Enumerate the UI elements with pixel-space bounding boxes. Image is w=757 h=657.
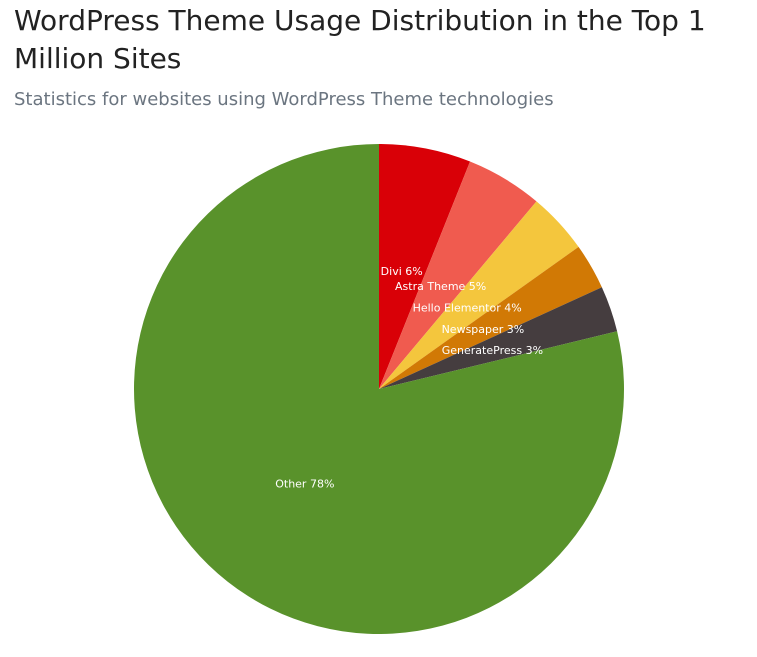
pie-slice-other: [133, 144, 624, 634]
pie-slice-generatepress: [379, 287, 618, 389]
slice-label: Other 78%: [275, 477, 334, 490]
chart-subtitle: Statistics for websites using WordPress …: [14, 89, 554, 110]
slice-label: Astra Theme 5%: [395, 280, 486, 293]
slice-label: Hello Elementor 4%: [413, 302, 522, 315]
slice-label: GeneratePress 3%: [442, 344, 543, 357]
pie-slice-hello-elementor: [379, 201, 579, 389]
pie-slice-astra-theme: [379, 161, 537, 389]
pie-slice-divi: [379, 144, 471, 389]
slice-label: Newspaper 3%: [442, 323, 525, 336]
slice-label: Divi 6%: [381, 265, 423, 278]
chart-title: WordPress Theme Usage Distribution in th…: [14, 4, 706, 75]
pie-slice-newspaper: [379, 246, 602, 389]
